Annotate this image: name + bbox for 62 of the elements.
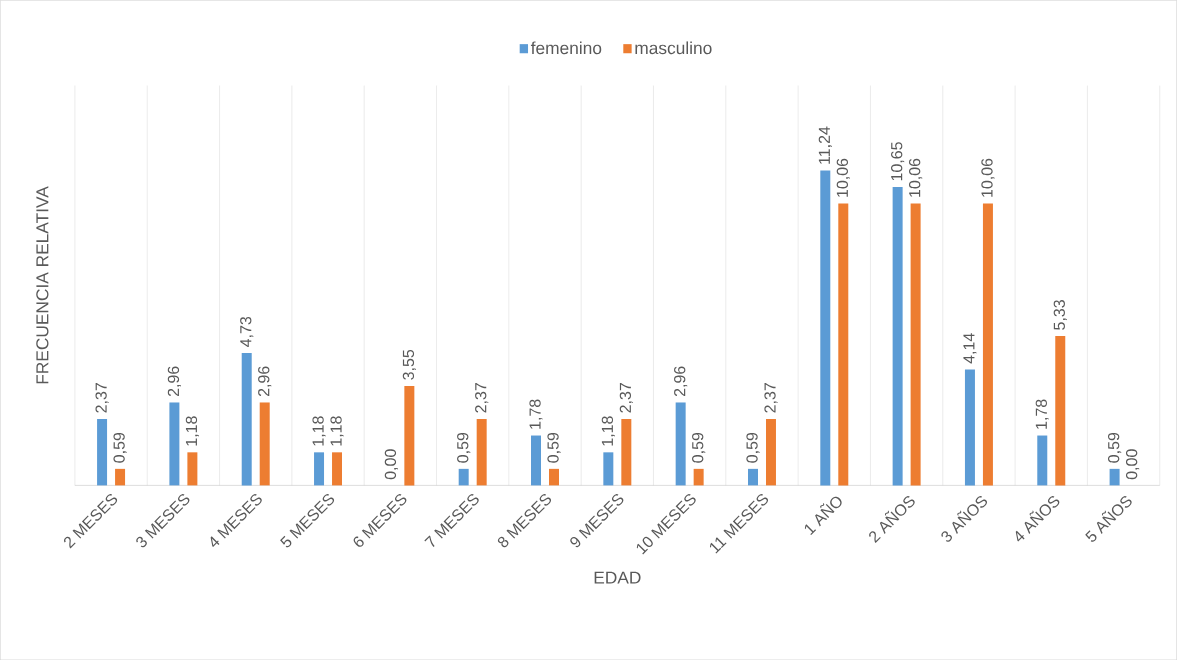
x-axis-title: EDAD	[594, 571, 641, 584]
data-label: 0,00	[1125, 449, 1140, 480]
bar	[982, 203, 993, 486]
bar	[693, 468, 704, 486]
y-axis-title: FRECUENCIA RELATIVA	[36, 186, 49, 384]
bar	[964, 369, 975, 486]
bar	[97, 418, 108, 486]
bar	[169, 402, 180, 486]
data-label: 2,37	[619, 382, 633, 413]
bar	[1037, 435, 1048, 486]
data-label: 10,65	[891, 142, 905, 181]
data-label: 4,14	[963, 333, 977, 364]
data-label: 0,59	[1108, 432, 1122, 463]
bar	[838, 203, 849, 486]
bar	[404, 385, 415, 486]
bar	[187, 452, 198, 486]
bar	[549, 468, 559, 486]
data-label: 2,96	[674, 366, 688, 396]
data-label: 1,78	[1035, 399, 1049, 429]
data-label: 3,55	[402, 349, 416, 380]
bar	[259, 402, 270, 486]
data-label: 0,59	[113, 432, 127, 463]
legend-label: masculino	[635, 41, 712, 55]
data-label: 1,78	[529, 399, 543, 429]
bar	[531, 435, 542, 486]
bar	[458, 468, 469, 486]
data-label: 1,18	[312, 416, 326, 446]
bar	[1109, 468, 1120, 486]
bar	[675, 402, 686, 486]
bar	[765, 418, 776, 486]
data-label: 1,18	[330, 416, 344, 446]
data-label: 1,18	[185, 416, 199, 446]
data-label: 10,06	[909, 158, 923, 197]
data-label: 4,73	[240, 316, 254, 347]
data-label: 0,59	[457, 432, 471, 463]
bar	[747, 468, 758, 486]
data-label: 0,59	[547, 432, 561, 463]
bar	[332, 452, 343, 486]
bar	[820, 170, 831, 486]
bar	[241, 352, 252, 486]
bar	[1055, 335, 1066, 486]
data-label: 2,96	[258, 366, 272, 396]
bar	[314, 452, 325, 486]
bar	[603, 452, 614, 486]
data-label: 2,37	[475, 382, 489, 413]
data-label: 0,59	[692, 432, 706, 463]
data-label: 0,00	[384, 449, 398, 480]
bar	[621, 418, 632, 486]
data-label: 0,59	[746, 432, 760, 463]
data-label: 2,96	[167, 366, 181, 396]
data-label: 10,06	[836, 158, 850, 197]
bar	[476, 418, 487, 486]
bar	[892, 186, 903, 486]
bar	[910, 203, 921, 486]
data-label: 5,33	[1053, 299, 1067, 330]
data-label: 1,18	[601, 416, 615, 446]
data-label: 11,24	[818, 126, 832, 164]
data-label: 10,06	[981, 158, 995, 197]
data-label: 2,37	[764, 382, 778, 413]
bar	[115, 468, 126, 486]
legend-label: femenino	[530, 41, 602, 55]
data-label: 2,37	[95, 382, 109, 413]
